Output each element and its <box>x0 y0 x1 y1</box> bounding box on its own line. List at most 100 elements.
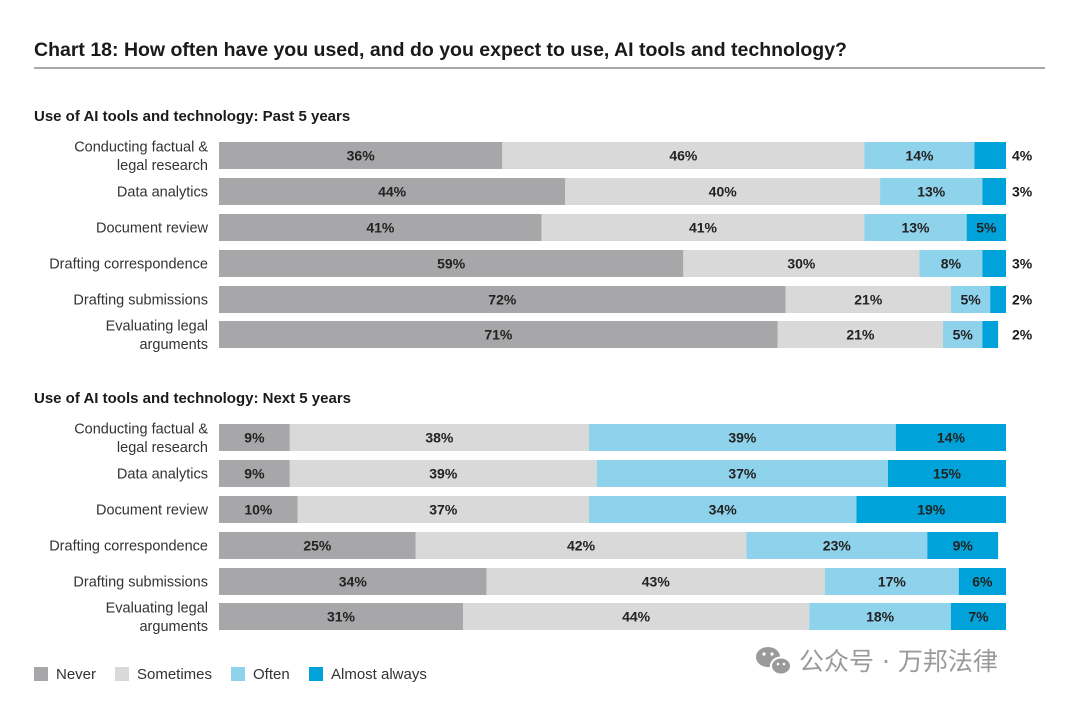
legend-label: Never <box>56 666 96 683</box>
bar-row-data-analytics: Data analytics 9% 39% 37% 15% <box>117 460 1006 487</box>
chart-panel-2: Use of AI tools and technology: Next 5 y… <box>34 390 1006 635</box>
legend-swatch <box>115 667 129 681</box>
bar-segment-almost-always <box>990 286 1006 313</box>
bar-segment-sometimes <box>541 214 865 241</box>
bar-row-document-review: Document review 41% 41% 13% 5% <box>96 214 1006 241</box>
bar-segment-almost-always <box>982 250 1006 277</box>
value-label-sometimes: 42% <box>567 538 596 554</box>
panel-title: Use of AI tools and technology: Past 5 y… <box>34 108 350 125</box>
value-label-never: 25% <box>303 538 332 554</box>
value-label-never: 36% <box>347 148 376 164</box>
category-label: Data analytics <box>117 467 208 483</box>
bar-segment-often <box>943 321 983 348</box>
value-label-almost-always: 3% <box>1012 256 1033 272</box>
bar-row-conducting-factual-legal-research: Conducting factual & legal research 36% 46%… <box>74 139 1033 174</box>
bar-row-evaluating-legal-arguments: Evaluating legal arguments 31% 44% 18% 7% <box>106 600 1006 635</box>
value-label-sometimes: 37% <box>429 502 458 518</box>
category-label: Evaluating legal arguments <box>106 600 208 635</box>
value-label-never: 9% <box>244 466 265 482</box>
legend-item-almost-always: Almost always <box>309 666 427 683</box>
bar-segment-never <box>219 568 487 595</box>
wechat-icon <box>756 647 792 676</box>
legend-swatch <box>34 667 48 681</box>
bar-segment-almost-always <box>974 142 1006 169</box>
bar-segment-sometimes <box>683 250 920 277</box>
bar-segment-never <box>219 178 566 205</box>
value-label-sometimes: 21% <box>846 327 875 343</box>
value-label-never: 41% <box>366 220 395 236</box>
category-label: Conducting factual & legal research <box>74 139 208 174</box>
value-label-almost-always: 7% <box>968 609 989 625</box>
value-label-almost-always: 3% <box>1012 184 1033 200</box>
bar-segment-never <box>219 286 786 313</box>
value-label-sometimes: 21% <box>854 292 883 308</box>
value-label-almost-always: 2% <box>1012 327 1033 343</box>
value-label-never: 31% <box>327 609 356 625</box>
value-label-often: 5% <box>960 292 981 308</box>
watermark: 公众号 · 万邦法律 <box>756 647 998 676</box>
bar-row-drafting-correspondence: Drafting correspondence 25% 42% 23% 9% <box>49 532 999 559</box>
value-label-sometimes: 39% <box>429 466 458 482</box>
legend-item-often: Often <box>231 666 290 683</box>
value-label-sometimes: 44% <box>622 609 651 625</box>
category-label: Conducting factual & legal research <box>74 421 208 456</box>
bar-segment-never <box>219 532 416 559</box>
value-label-sometimes: 41% <box>689 220 718 236</box>
bar-segment-often <box>919 250 983 277</box>
category-label: Drafting submissions <box>73 575 208 591</box>
value-label-never: 34% <box>339 574 368 590</box>
bar-segment-almost-always <box>887 460 1006 487</box>
bar-segment-almost-always <box>927 532 999 559</box>
value-label-sometimes: 38% <box>425 430 454 446</box>
value-label-almost-always: 19% <box>917 502 946 518</box>
value-label-almost-always: 5% <box>976 220 997 236</box>
bar-segment-sometimes <box>289 424 589 451</box>
bar-segment-sometimes <box>565 178 881 205</box>
bar-segment-often <box>809 603 951 630</box>
value-label-never: 71% <box>484 327 513 343</box>
bar-row-data-analytics: Data analytics 44% 40% 13% 3% <box>117 178 1033 205</box>
bar-row-document-review: Document review 10% 37% 34% 19% <box>96 496 1006 523</box>
bar-row-drafting-submissions: Drafting submissions 72% 21% 5% 2% <box>73 286 1033 313</box>
value-label-almost-always: 9% <box>953 538 974 554</box>
bar-segment-almost-always <box>982 321 999 348</box>
bar-row-drafting-submissions: Drafting submissions 34% 43% 17% 6% <box>73 568 1006 595</box>
bar-segment-never <box>219 603 463 630</box>
legend-item-never: Never <box>34 666 96 683</box>
value-label-never: 72% <box>488 292 517 308</box>
value-label-often: 23% <box>823 538 852 554</box>
value-label-never: 9% <box>244 430 265 446</box>
bar-segment-sometimes <box>486 568 825 595</box>
bar-segment-never <box>219 250 684 277</box>
bar-segment-often <box>746 532 928 559</box>
chart-panels: Use of AI tools and technology: Past 5 y… <box>34 108 1033 635</box>
legend-item-sometimes: Sometimes <box>115 666 212 683</box>
value-label-almost-always: 6% <box>972 574 993 590</box>
bar-segment-never <box>219 424 290 451</box>
legend-label: Sometimes <box>137 666 212 683</box>
bar-segment-never <box>219 321 778 348</box>
value-label-almost-always: 14% <box>937 430 966 446</box>
bar-segment-often <box>864 214 967 241</box>
value-label-often: 5% <box>953 327 974 343</box>
value-label-often: 39% <box>728 430 757 446</box>
bar-segment-often <box>824 568 959 595</box>
category-label: Drafting submissions <box>73 293 208 309</box>
category-label: Drafting correspondence <box>49 539 208 555</box>
bar-segment-sometimes <box>289 460 597 487</box>
bar-segment-almost-always <box>950 603 1006 630</box>
bar-segment-often <box>864 142 975 169</box>
category-label: Document review <box>96 221 209 237</box>
bar-segment-sometimes <box>502 142 865 169</box>
value-label-never: 59% <box>437 256 466 272</box>
category-label: Data analytics <box>117 185 208 201</box>
bar-segment-never <box>219 142 503 169</box>
bar-segment-often <box>596 460 888 487</box>
bar-row-conducting-factual-legal-research: Conducting factual & legal research 9% 38% 3… <box>74 421 1006 456</box>
bar-segment-almost-always <box>856 496 1006 523</box>
legend-label: Often <box>253 666 290 683</box>
value-label-often: 18% <box>866 609 895 625</box>
value-label-sometimes: 30% <box>787 256 816 272</box>
bar-segment-often <box>950 286 991 313</box>
value-label-often: 37% <box>728 466 757 482</box>
